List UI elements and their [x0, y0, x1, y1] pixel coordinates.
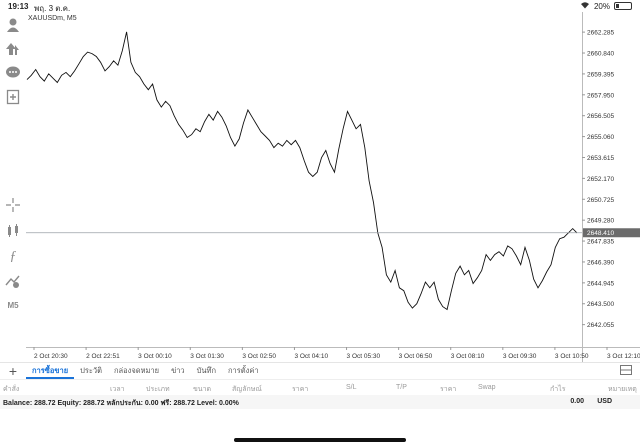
x-tick-label: 3 Oct 01:30 — [190, 353, 224, 360]
chart-type-icon[interactable] — [4, 222, 22, 240]
status-bar: 19:13 พฤ. 3 ต.ค. 20% — [0, 0, 640, 13]
y-tick-label: 2647.835 — [587, 239, 614, 246]
balance-text: Balance: 288.72 Equity: 288.72 หลักประกั… — [3, 400, 239, 407]
col-volume[interactable]: ขนาด — [193, 386, 212, 393]
left-toolbar: ƒ M5 — [0, 12, 26, 362]
x-tick-label: 2 Oct 22:51 — [86, 353, 120, 360]
balance-row: Balance: 288.72 Equity: 288.72 หลักประกั… — [0, 395, 640, 409]
y-tick-label: 2650.725 — [587, 197, 614, 204]
y-tick-label: 2653.615 — [587, 155, 614, 162]
col-profit[interactable]: กำไร — [550, 386, 566, 393]
symbol-label: XAUUSDm, M5 — [28, 15, 77, 22]
current-price-label: 2648.410 — [587, 230, 614, 237]
col-sl[interactable]: S/L — [346, 384, 357, 391]
y-tick-label: 2646.390 — [587, 259, 614, 266]
col-tp[interactable]: T/P — [396, 384, 407, 391]
x-tick-label: 3 Oct 04:10 — [294, 353, 328, 360]
tab-journal[interactable]: บันทึก — [196, 365, 217, 375]
tab-mailbox[interactable]: กล่องจดหมาย — [114, 365, 160, 375]
x-tick-label: 3 Oct 08:10 — [451, 353, 485, 360]
objects-icon[interactable] — [4, 272, 22, 290]
y-tick-label: 2652.170 — [587, 176, 614, 183]
tab-history[interactable]: ประวัติ — [80, 365, 103, 375]
x-tick-label: 3 Oct 00:10 — [138, 353, 172, 360]
y-tick-label: 2643.500 — [587, 301, 614, 308]
indicator-icon[interactable]: ƒ — [9, 249, 17, 264]
col-order[interactable]: คำสั่ง — [3, 386, 20, 393]
expand-panel-icon[interactable] — [620, 365, 632, 378]
x-tick-label: 3 Oct 09:30 — [503, 353, 537, 360]
battery-fill — [616, 4, 619, 8]
price-series-line — [26, 31, 578, 311]
chart-svg[interactable]: 2662.285 2660.840 2659.395 2657.950 2656.505… — [26, 12, 640, 362]
add-icon[interactable]: + — [8, 362, 18, 379]
new-order-icon[interactable] — [4, 88, 22, 106]
total-profit: 0.00 — [570, 398, 584, 405]
wifi-icon — [580, 1, 590, 11]
tab-settings[interactable]: การตั้งค่า — [228, 365, 259, 375]
chat-icon[interactable] — [4, 64, 22, 82]
trade-icon[interactable] — [4, 40, 22, 58]
x-tick-label: 3 Oct 02:50 — [242, 353, 276, 360]
battery-icon — [614, 2, 632, 10]
tab-trade[interactable]: การซื้อขาย — [26, 363, 75, 379]
price-chart[interactable]: 2662.285 2660.840 2659.395 2657.950 2656.505… — [26, 12, 640, 362]
home-indicator[interactable] — [234, 438, 406, 442]
orders-column-headers: คำสั่ง เวลา ประเภท ขนาด สัญลักษณ์ ราคา S… — [0, 379, 640, 394]
x-tick-label: 3 Oct 05:30 — [347, 353, 381, 360]
col-price[interactable]: ราคา — [292, 386, 309, 393]
col-swap[interactable]: Swap — [478, 384, 496, 391]
currency: USD — [597, 398, 612, 405]
crosshair-icon[interactable] — [4, 196, 22, 214]
col-current-price[interactable]: ราคา — [440, 386, 457, 393]
col-symbol[interactable]: สัญลักษณ์ — [232, 386, 262, 393]
x-tick-label: 3 Oct 10:50 — [555, 353, 589, 360]
y-tick-label: 2660.840 — [587, 51, 614, 58]
y-tick-label: 2642.055 — [587, 322, 614, 329]
clock: 19:13 — [8, 2, 29, 11]
status-date: พฤ. 3 ต.ค. — [34, 4, 71, 13]
status-right: 20% — [580, 1, 632, 11]
col-comment[interactable]: หมายเหตุ — [608, 386, 637, 393]
battery-percent: 20% — [593, 1, 610, 11]
y-tick-label: 2659.395 — [587, 71, 614, 78]
tab-news[interactable]: ข่าว — [171, 365, 185, 375]
y-tick-label: 2644.945 — [587, 280, 614, 287]
y-tick-label: 2656.505 — [587, 113, 614, 120]
terminal-tabs: + การซื้อขาย ประวัติ กล่องจดหมาย ข่าว บั… — [0, 362, 640, 379]
y-tick-label: 2649.280 — [587, 218, 614, 225]
x-tick-label: 3 Oct 06:50 — [399, 353, 433, 360]
col-time[interactable]: เวลา — [110, 386, 125, 393]
current-price-tag — [583, 228, 640, 238]
y-tick-label: 2662.285 — [587, 30, 614, 37]
y-tick-label: 2655.060 — [587, 134, 614, 141]
y-tick-label: 2657.950 — [587, 92, 614, 99]
x-tick-label: 2 Oct 20:30 — [34, 353, 68, 360]
timeframe-icon[interactable]: M5 — [7, 300, 19, 310]
account-icon[interactable] — [4, 16, 22, 34]
col-type[interactable]: ประเภท — [146, 386, 170, 393]
x-tick-label: 3 Oct 12:10 — [607, 353, 640, 360]
